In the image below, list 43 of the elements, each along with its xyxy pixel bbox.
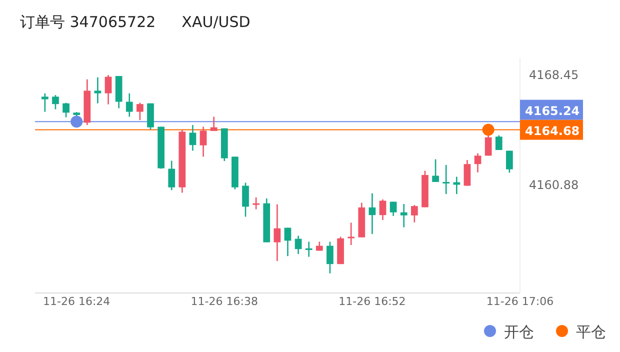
candlestick [390,201,397,217]
candlestick [368,192,376,235]
x-tick-label: 11-26 17:06 [486,295,554,308]
candlestick [506,150,513,174]
y-tick-label: 4160.88 [529,178,579,192]
candlestick [379,198,386,221]
candlestick [41,92,48,112]
candlestick [432,158,439,183]
candlestick [410,204,418,224]
candlestick [252,196,260,210]
candlestick [305,241,312,258]
y-tick-label: 4168.45 [529,68,579,82]
candlestick [348,222,355,246]
candlestick [294,235,302,255]
x-tick-label: 11-26 16:24 [43,295,110,308]
candlestick [200,126,207,158]
candlestick [168,160,176,191]
candlestick [326,241,334,274]
candlestick [62,102,70,118]
candlestick [274,204,281,262]
candlestick [94,76,102,104]
x-tick-label: 11-26 16:38 [190,295,258,308]
legend-label: 开仓 [504,323,534,341]
candlestick [400,203,408,228]
ref-line-label: 4164.68 [525,124,580,138]
candlestick [484,134,492,156]
candlestick [495,134,502,151]
title: 订单号 347065722 XAU/USD [20,13,250,31]
candlestick [147,102,154,130]
candlestick [136,102,144,121]
candlestick [126,92,133,118]
candlestick [104,74,112,106]
legend-label: 平仓 [576,323,606,341]
candlestick [474,152,482,174]
x-tick-label: 11-26 16:52 [338,295,406,308]
candlestick [242,182,249,218]
candlestick [52,94,59,110]
candlestick [442,164,450,195]
ref-line-label: 4165.24 [525,104,580,118]
candlestick [210,116,218,132]
candlestick [464,159,471,186]
candlestick [284,227,292,257]
candlestick [189,124,196,152]
